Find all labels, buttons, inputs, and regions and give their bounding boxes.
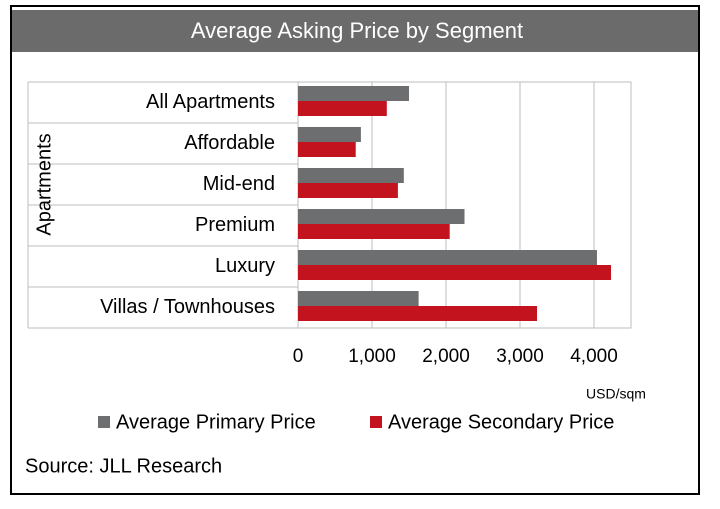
y-tick-label: Mid-end <box>203 173 275 195</box>
legend-label: Average Primary Price <box>116 411 316 433</box>
y-tick-label: All Apartments <box>146 91 275 113</box>
y-tick-label: Affordable <box>184 132 275 154</box>
source: Source: JLL Research <box>25 455 222 477</box>
legend-label: Average Secondary Price <box>388 411 614 433</box>
x-tick-label: 3,000 <box>496 346 544 367</box>
unit-label: USD/sqm <box>586 386 646 402</box>
bar <box>298 250 597 265</box>
bar <box>298 101 387 116</box>
legend-swatch <box>98 416 110 428</box>
bar <box>298 142 356 157</box>
bar <box>298 265 612 280</box>
bar <box>298 224 450 239</box>
y-tick-label: Premium <box>195 214 275 236</box>
y-tick-label: Villas / Townhouses <box>100 296 275 318</box>
title-band <box>12 10 698 52</box>
x-tick-label: 0 <box>293 346 304 367</box>
bar <box>298 306 538 321</box>
x-tick-label: 4,000 <box>570 346 618 367</box>
bar <box>298 86 409 101</box>
legend-swatch <box>370 416 382 428</box>
bar <box>298 127 361 142</box>
y-tick-label: Luxury <box>215 255 275 277</box>
chart-title: Average Asking Price by Segment <box>191 18 523 43</box>
x-tick-label: 1,000 <box>348 346 396 367</box>
y-axis-label: Apartments <box>33 133 55 235</box>
bar <box>298 209 465 224</box>
x-tick-label: 2,000 <box>422 346 470 367</box>
bar <box>298 291 419 306</box>
bar <box>298 183 398 198</box>
bar <box>298 168 404 183</box>
